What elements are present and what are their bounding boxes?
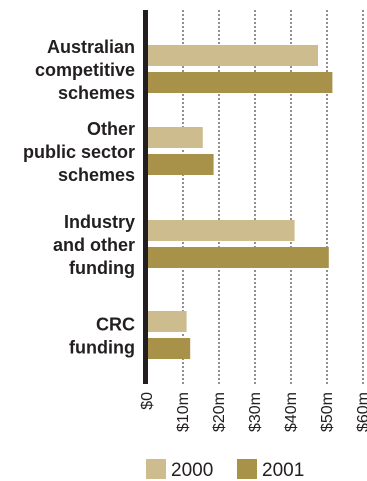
category-label: and other xyxy=(53,235,135,255)
x-tick-label: $20m xyxy=(211,392,228,432)
category-label: competitive xyxy=(35,60,135,80)
x-tick-label: $60m xyxy=(355,392,367,432)
category-label: Other xyxy=(87,119,135,139)
bar-2001-3 xyxy=(147,338,190,359)
category-label: Australian xyxy=(47,37,135,57)
bar-2001-1 xyxy=(147,154,214,175)
legend-swatch-2001 xyxy=(237,459,257,479)
bar-2001-0 xyxy=(147,72,332,93)
category-label: schemes xyxy=(58,83,135,103)
bars xyxy=(147,45,332,359)
bar-2001-2 xyxy=(147,247,329,268)
bar-2000-0 xyxy=(147,45,318,66)
gridlines xyxy=(183,10,363,384)
x-tick-label: $30m xyxy=(247,392,264,432)
x-tick-labels: $0 $10m $20m $30m $40m $50m $60m xyxy=(139,392,367,432)
category-label: CRC xyxy=(96,315,135,335)
legend-label: 2001 xyxy=(262,460,304,481)
category-label: Industry xyxy=(64,212,135,232)
x-tick-label: $10m xyxy=(175,392,192,432)
category-label: public sector xyxy=(23,142,135,162)
x-tick-label: $40m xyxy=(283,392,300,432)
category-label: funding xyxy=(69,338,135,358)
bar-2000-3 xyxy=(147,311,187,332)
category-label: schemes xyxy=(58,165,135,185)
legend-label: 2000 xyxy=(171,460,213,481)
category-label: funding xyxy=(69,258,135,278)
legend-swatch-2000 xyxy=(146,459,166,479)
legend: 2000 2001 xyxy=(146,459,304,481)
bar-2000-1 xyxy=(147,127,203,148)
x-tick-label: $0 xyxy=(139,392,156,410)
category-labels: Australian competitive schemes Other public … xyxy=(23,37,135,358)
bar-2000-2 xyxy=(147,220,295,241)
x-tick-label: $50m xyxy=(319,392,336,432)
